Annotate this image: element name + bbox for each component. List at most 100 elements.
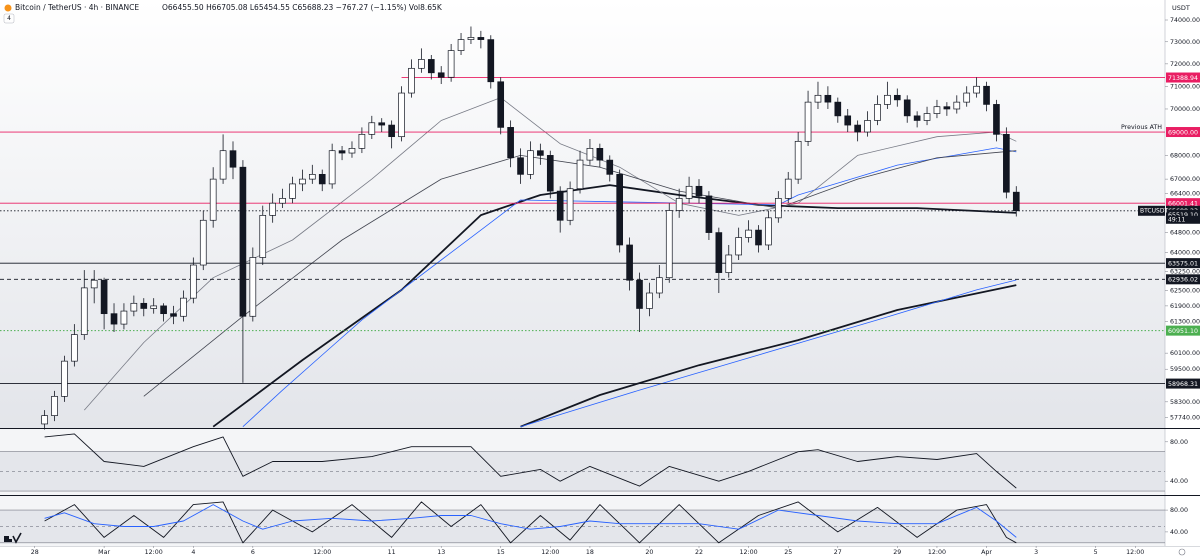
y-tick-label: 40.00 bbox=[1170, 529, 1188, 536]
price-tag-label: 60951.10 bbox=[1168, 328, 1198, 335]
candle-body bbox=[239, 166, 247, 317]
candle-body bbox=[844, 115, 852, 126]
symbol-icon bbox=[4, 4, 12, 12]
candle-body bbox=[130, 302, 138, 312]
candle-body bbox=[923, 113, 931, 121]
candle-body bbox=[398, 92, 405, 138]
candle-body bbox=[279, 198, 286, 204]
candle-body bbox=[953, 101, 961, 110]
candle-body bbox=[427, 59, 435, 74]
level-note: Previous ATH bbox=[1121, 124, 1162, 131]
candle-body bbox=[814, 94, 822, 103]
ticker-label: BTCUSDT bbox=[1140, 208, 1168, 215]
rsi-pane bbox=[0, 429, 1165, 495]
x-tick-label: Mar bbox=[98, 549, 110, 556]
y-tick-label: 68000.00 bbox=[1170, 152, 1200, 159]
candle-body bbox=[626, 244, 633, 281]
tradingview-logo bbox=[4, 532, 22, 544]
candle-body bbox=[338, 150, 346, 154]
candle-body bbox=[378, 122, 386, 126]
x-tick-label: 13 bbox=[437, 549, 445, 556]
candle-body bbox=[199, 219, 207, 266]
candle-body bbox=[665, 210, 673, 279]
ticker-tag bbox=[1138, 205, 1165, 216]
price-tag bbox=[1166, 274, 1200, 285]
indicator-count[interactable]: 4 bbox=[7, 15, 11, 22]
candle-body bbox=[596, 147, 604, 161]
price-tag bbox=[1166, 72, 1200, 83]
y-tick-label: 57740.00 bbox=[1170, 414, 1200, 421]
candle-body bbox=[140, 302, 148, 309]
price-tag-label: 58968.31 bbox=[1168, 381, 1198, 388]
candle-body bbox=[1012, 191, 1020, 212]
candle-body bbox=[487, 39, 495, 83]
y-tick-label: 80.00 bbox=[1170, 507, 1188, 514]
price-tag bbox=[1166, 258, 1200, 269]
candle-body bbox=[576, 159, 584, 190]
y-tick-label: 64800.00 bbox=[1170, 230, 1200, 237]
y-tick-label: 72000.00 bbox=[1170, 61, 1200, 68]
candle-body bbox=[209, 178, 217, 221]
candle-body bbox=[418, 59, 425, 69]
candle-body bbox=[566, 188, 574, 221]
x-tick-label: 5 bbox=[1094, 549, 1098, 556]
candle-body bbox=[556, 190, 564, 221]
candle-body bbox=[51, 395, 58, 416]
x-tick-label: 22 bbox=[695, 549, 703, 556]
candle-body bbox=[219, 150, 227, 180]
y-tick-label: 61900.00 bbox=[1170, 303, 1200, 310]
candle-body bbox=[745, 229, 752, 238]
candle-body bbox=[348, 147, 356, 154]
candle-body bbox=[408, 67, 415, 94]
settings-button[interactable] bbox=[1178, 548, 1186, 556]
currency: USDT bbox=[1172, 4, 1190, 12]
indicator-line bbox=[44, 433, 1017, 489]
candle-body bbox=[80, 287, 88, 335]
price-tag-label: 69000.00 bbox=[1168, 129, 1198, 136]
y-tick-label: 40.00 bbox=[1170, 478, 1188, 485]
price-tag-label: 71388.94 bbox=[1168, 75, 1198, 82]
x-tick-label: 20 bbox=[645, 549, 653, 556]
y-tick-label: 80.00 bbox=[1170, 439, 1188, 446]
candle-body bbox=[963, 92, 971, 103]
candle-body bbox=[943, 106, 951, 110]
x-tick-label: 28 bbox=[31, 549, 39, 556]
candle-body bbox=[725, 254, 733, 273]
y-tick-label: 61300.00 bbox=[1170, 318, 1200, 325]
price-tag bbox=[1166, 209, 1200, 220]
price-tag bbox=[1166, 127, 1200, 138]
candle-body bbox=[874, 104, 881, 121]
candle-body bbox=[884, 94, 891, 105]
candle-body bbox=[656, 277, 663, 294]
candle-body bbox=[170, 313, 177, 317]
y-tick-label: 66400.00 bbox=[1170, 191, 1200, 198]
candle-body bbox=[774, 198, 782, 219]
countdown-label: 49:11 bbox=[1168, 216, 1185, 223]
x-tick-label: 6 bbox=[251, 549, 255, 556]
x-tick-label: 15 bbox=[497, 549, 505, 556]
x-tick-label: 12:00 bbox=[1126, 549, 1144, 556]
candle-body bbox=[41, 415, 48, 425]
candle-body bbox=[586, 147, 594, 161]
candle-body bbox=[893, 94, 901, 101]
ohlc-legend: O66455.50 H66705.08 L65454.55 C65688.23 … bbox=[162, 3, 443, 12]
candle-body bbox=[180, 297, 187, 317]
candle-body bbox=[824, 94, 832, 103]
logo-mark bbox=[4, 536, 12, 542]
y-tick-label: 59500.00 bbox=[1170, 366, 1200, 373]
candle-body bbox=[685, 185, 693, 199]
candle-body bbox=[903, 99, 911, 117]
candle-body bbox=[229, 150, 237, 168]
candle-body bbox=[913, 115, 921, 121]
indicator-toggle[interactable] bbox=[3, 13, 15, 24]
candle-body bbox=[755, 229, 762, 246]
candle-body bbox=[695, 185, 703, 197]
candle-body bbox=[308, 173, 316, 180]
x-tick-label: 11 bbox=[388, 549, 396, 556]
price-tag-label: 62936.02 bbox=[1168, 277, 1198, 284]
candle-body bbox=[854, 124, 861, 133]
candle-body bbox=[705, 195, 713, 233]
price-pane bbox=[0, 0, 1165, 428]
